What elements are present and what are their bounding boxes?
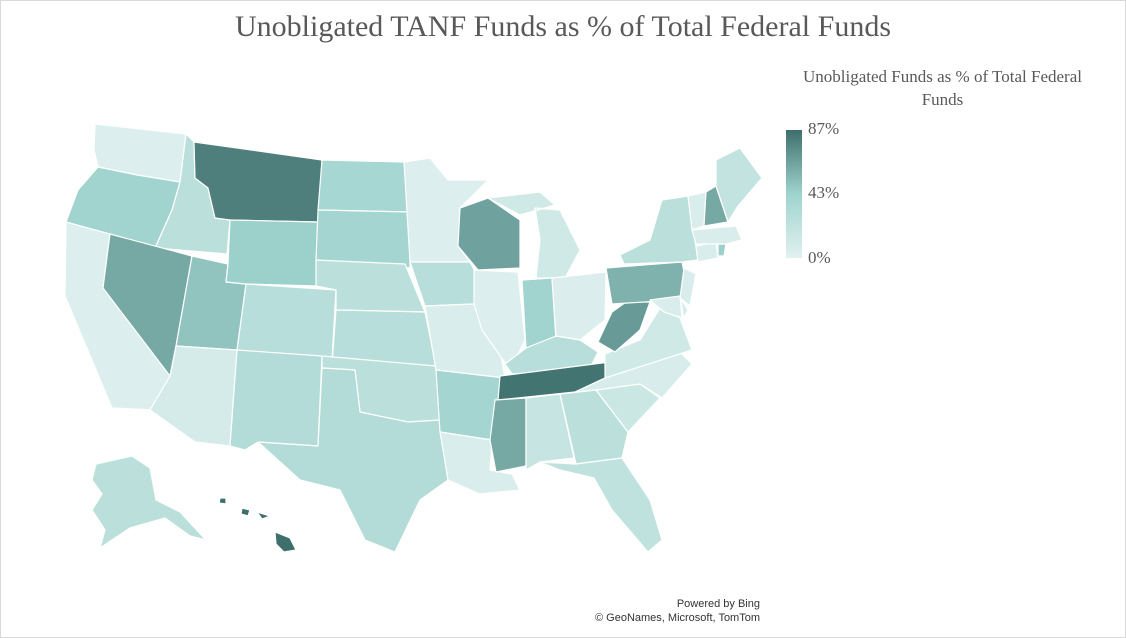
state-colorado[interactable] (236, 283, 337, 361)
state-texas[interactable] (257, 367, 449, 553)
state-new-mexico[interactable] (229, 349, 323, 451)
chart-title: Unobligated TANF Funds as % of Total Fed… (234, 10, 891, 43)
legend-title-line1: Unobligated Funds as % of Total Federal (803, 67, 1082, 86)
state-iowa[interactable] (409, 261, 483, 307)
state-maine[interactable] (715, 147, 763, 223)
state-alaska[interactable] (91, 455, 207, 549)
state-ohio[interactable] (551, 271, 607, 341)
powered-by-bing-text: Powered by Bing (676, 598, 760, 610)
state-rhode-island[interactable] (717, 243, 727, 257)
legend-color-scale (786, 130, 802, 258)
state-connecticut[interactable] (695, 241, 719, 263)
state-alabama[interactable] (525, 393, 575, 471)
state-kansas[interactable] (331, 309, 437, 367)
state-north-dakota[interactable] (317, 159, 411, 213)
state-missouri[interactable] (424, 303, 506, 379)
state-mississippi[interactable] (489, 397, 527, 473)
legend-title-line2: Funds (921, 90, 964, 109)
state-montana[interactable] (193, 141, 323, 223)
map-copyright-text: © GeoNames, Microsoft, TomTom (595, 612, 760, 624)
legend-max-label: 87% (808, 119, 840, 138)
state-maryland[interactable] (649, 295, 683, 319)
legend-min-label: 0% (808, 248, 831, 267)
legend-mid-label: 43% (808, 183, 840, 202)
state-florida[interactable] (539, 457, 663, 553)
state-wyoming[interactable] (225, 219, 319, 287)
legend-title: Unobligated Funds as % of Total Federal … (770, 65, 1115, 111)
state-massachusetts[interactable] (691, 225, 743, 245)
state-hawaii[interactable] (218, 497, 297, 553)
state-new-york[interactable] (619, 195, 699, 265)
state-delaware[interactable] (679, 297, 689, 319)
state-south-dakota[interactable] (315, 209, 411, 269)
state-new-jersey[interactable] (679, 267, 697, 307)
state-virginia[interactable] (604, 307, 693, 379)
